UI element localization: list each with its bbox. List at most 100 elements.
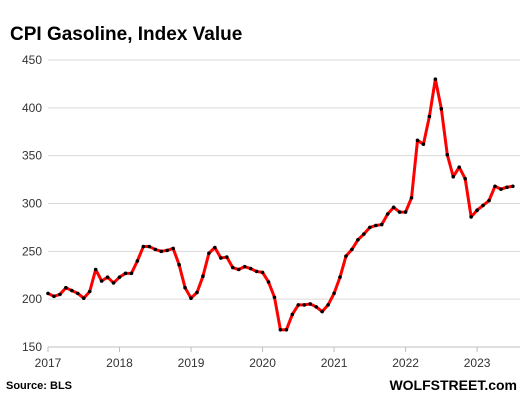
x-tick-label: 2019	[178, 356, 205, 370]
data-point	[111, 281, 116, 285]
data-point	[338, 275, 342, 279]
x-tick-label: 2022	[392, 356, 419, 370]
data-point	[427, 114, 432, 119]
data-point	[76, 291, 80, 296]
data-point	[117, 275, 122, 279]
data-point	[332, 291, 336, 296]
data-point	[457, 165, 462, 169]
data-point	[224, 255, 229, 259]
data-point	[171, 246, 175, 251]
data-point	[242, 264, 247, 269]
data-point	[314, 305, 318, 309]
x-tick-label: 2017	[35, 356, 62, 370]
data-point	[481, 203, 485, 208]
data-point	[129, 271, 134, 276]
data-point	[373, 223, 378, 228]
data-point	[475, 208, 479, 212]
x-tick-label: 2023	[464, 356, 491, 370]
data-point	[493, 184, 497, 189]
data-point	[308, 302, 313, 306]
y-axis: 150 200 250 300 350 400 450	[22, 53, 42, 354]
data-point	[248, 266, 253, 271]
data-point	[201, 274, 205, 279]
x-axis: 2017 2018 2019 2020 2021 2022 2023	[35, 347, 491, 370]
x-tick-label: 2021	[321, 356, 348, 370]
data-point	[296, 303, 301, 307]
data-point	[52, 294, 56, 299]
data-point	[105, 275, 110, 279]
data-point	[230, 265, 235, 270]
data-point	[356, 238, 360, 242]
brand-label: WOLFSTREET.com	[389, 377, 517, 393]
y-tick-label: 250	[22, 244, 42, 258]
data-point	[272, 295, 277, 300]
data-point	[499, 187, 503, 191]
data-point	[46, 291, 50, 296]
data-point	[409, 195, 414, 200]
data-point	[320, 309, 324, 314]
data-point	[87, 289, 92, 294]
data-point	[379, 222, 384, 227]
data-point	[350, 247, 354, 252]
data-point	[219, 256, 223, 260]
data-point	[397, 210, 402, 214]
data-point	[290, 312, 295, 317]
data-point	[213, 245, 217, 250]
data-point	[284, 327, 289, 332]
data-point	[463, 176, 467, 181]
data-point	[93, 267, 98, 272]
data-points	[46, 77, 515, 332]
data-point	[403, 210, 408, 214]
data-point	[135, 259, 140, 263]
data-point	[123, 271, 128, 276]
source-label: Source: BLS	[6, 380, 72, 392]
y-tick-label: 150	[22, 340, 42, 354]
y-tick-label: 200	[22, 292, 42, 306]
data-point	[183, 285, 187, 290]
data-point	[278, 327, 283, 332]
series-line	[46, 77, 515, 332]
data-point	[141, 244, 146, 249]
data-point	[64, 285, 68, 290]
data-point	[177, 262, 181, 267]
data-point	[511, 184, 515, 189]
data-point	[415, 138, 420, 143]
data-point	[326, 303, 330, 307]
data-point	[236, 267, 241, 272]
data-point	[385, 212, 390, 216]
data-point	[266, 280, 271, 284]
y-tick-label: 300	[22, 197, 42, 211]
data-point	[81, 296, 86, 301]
data-point	[99, 279, 104, 283]
data-point	[195, 290, 199, 295]
data-point	[391, 205, 396, 210]
data-point	[439, 106, 444, 111]
data-point	[207, 251, 211, 256]
data-point	[505, 185, 509, 190]
data-point	[153, 247, 158, 252]
data-point	[487, 198, 491, 203]
chart-title: CPI Gasoline, Index Value	[10, 24, 242, 45]
data-point	[344, 254, 348, 258]
data-point	[70, 288, 74, 293]
data-point	[159, 249, 164, 254]
y-tick-label: 350	[22, 149, 42, 163]
data-point	[469, 215, 473, 219]
data-point	[433, 77, 438, 81]
data-point	[368, 225, 372, 230]
y-tick-label: 400	[22, 101, 42, 115]
gridlines	[48, 59, 520, 300]
x-tick-label: 2020	[249, 356, 276, 370]
data-point	[165, 248, 169, 253]
data-point	[451, 174, 456, 179]
y-tick-label: 450	[22, 53, 42, 67]
data-point	[58, 292, 62, 297]
data-point	[302, 303, 307, 307]
x-tick-label: 2018	[106, 356, 133, 370]
data-point	[254, 269, 259, 274]
data-point	[147, 244, 152, 249]
data-point	[421, 142, 426, 146]
data-point	[445, 152, 450, 157]
data-point	[260, 270, 265, 275]
